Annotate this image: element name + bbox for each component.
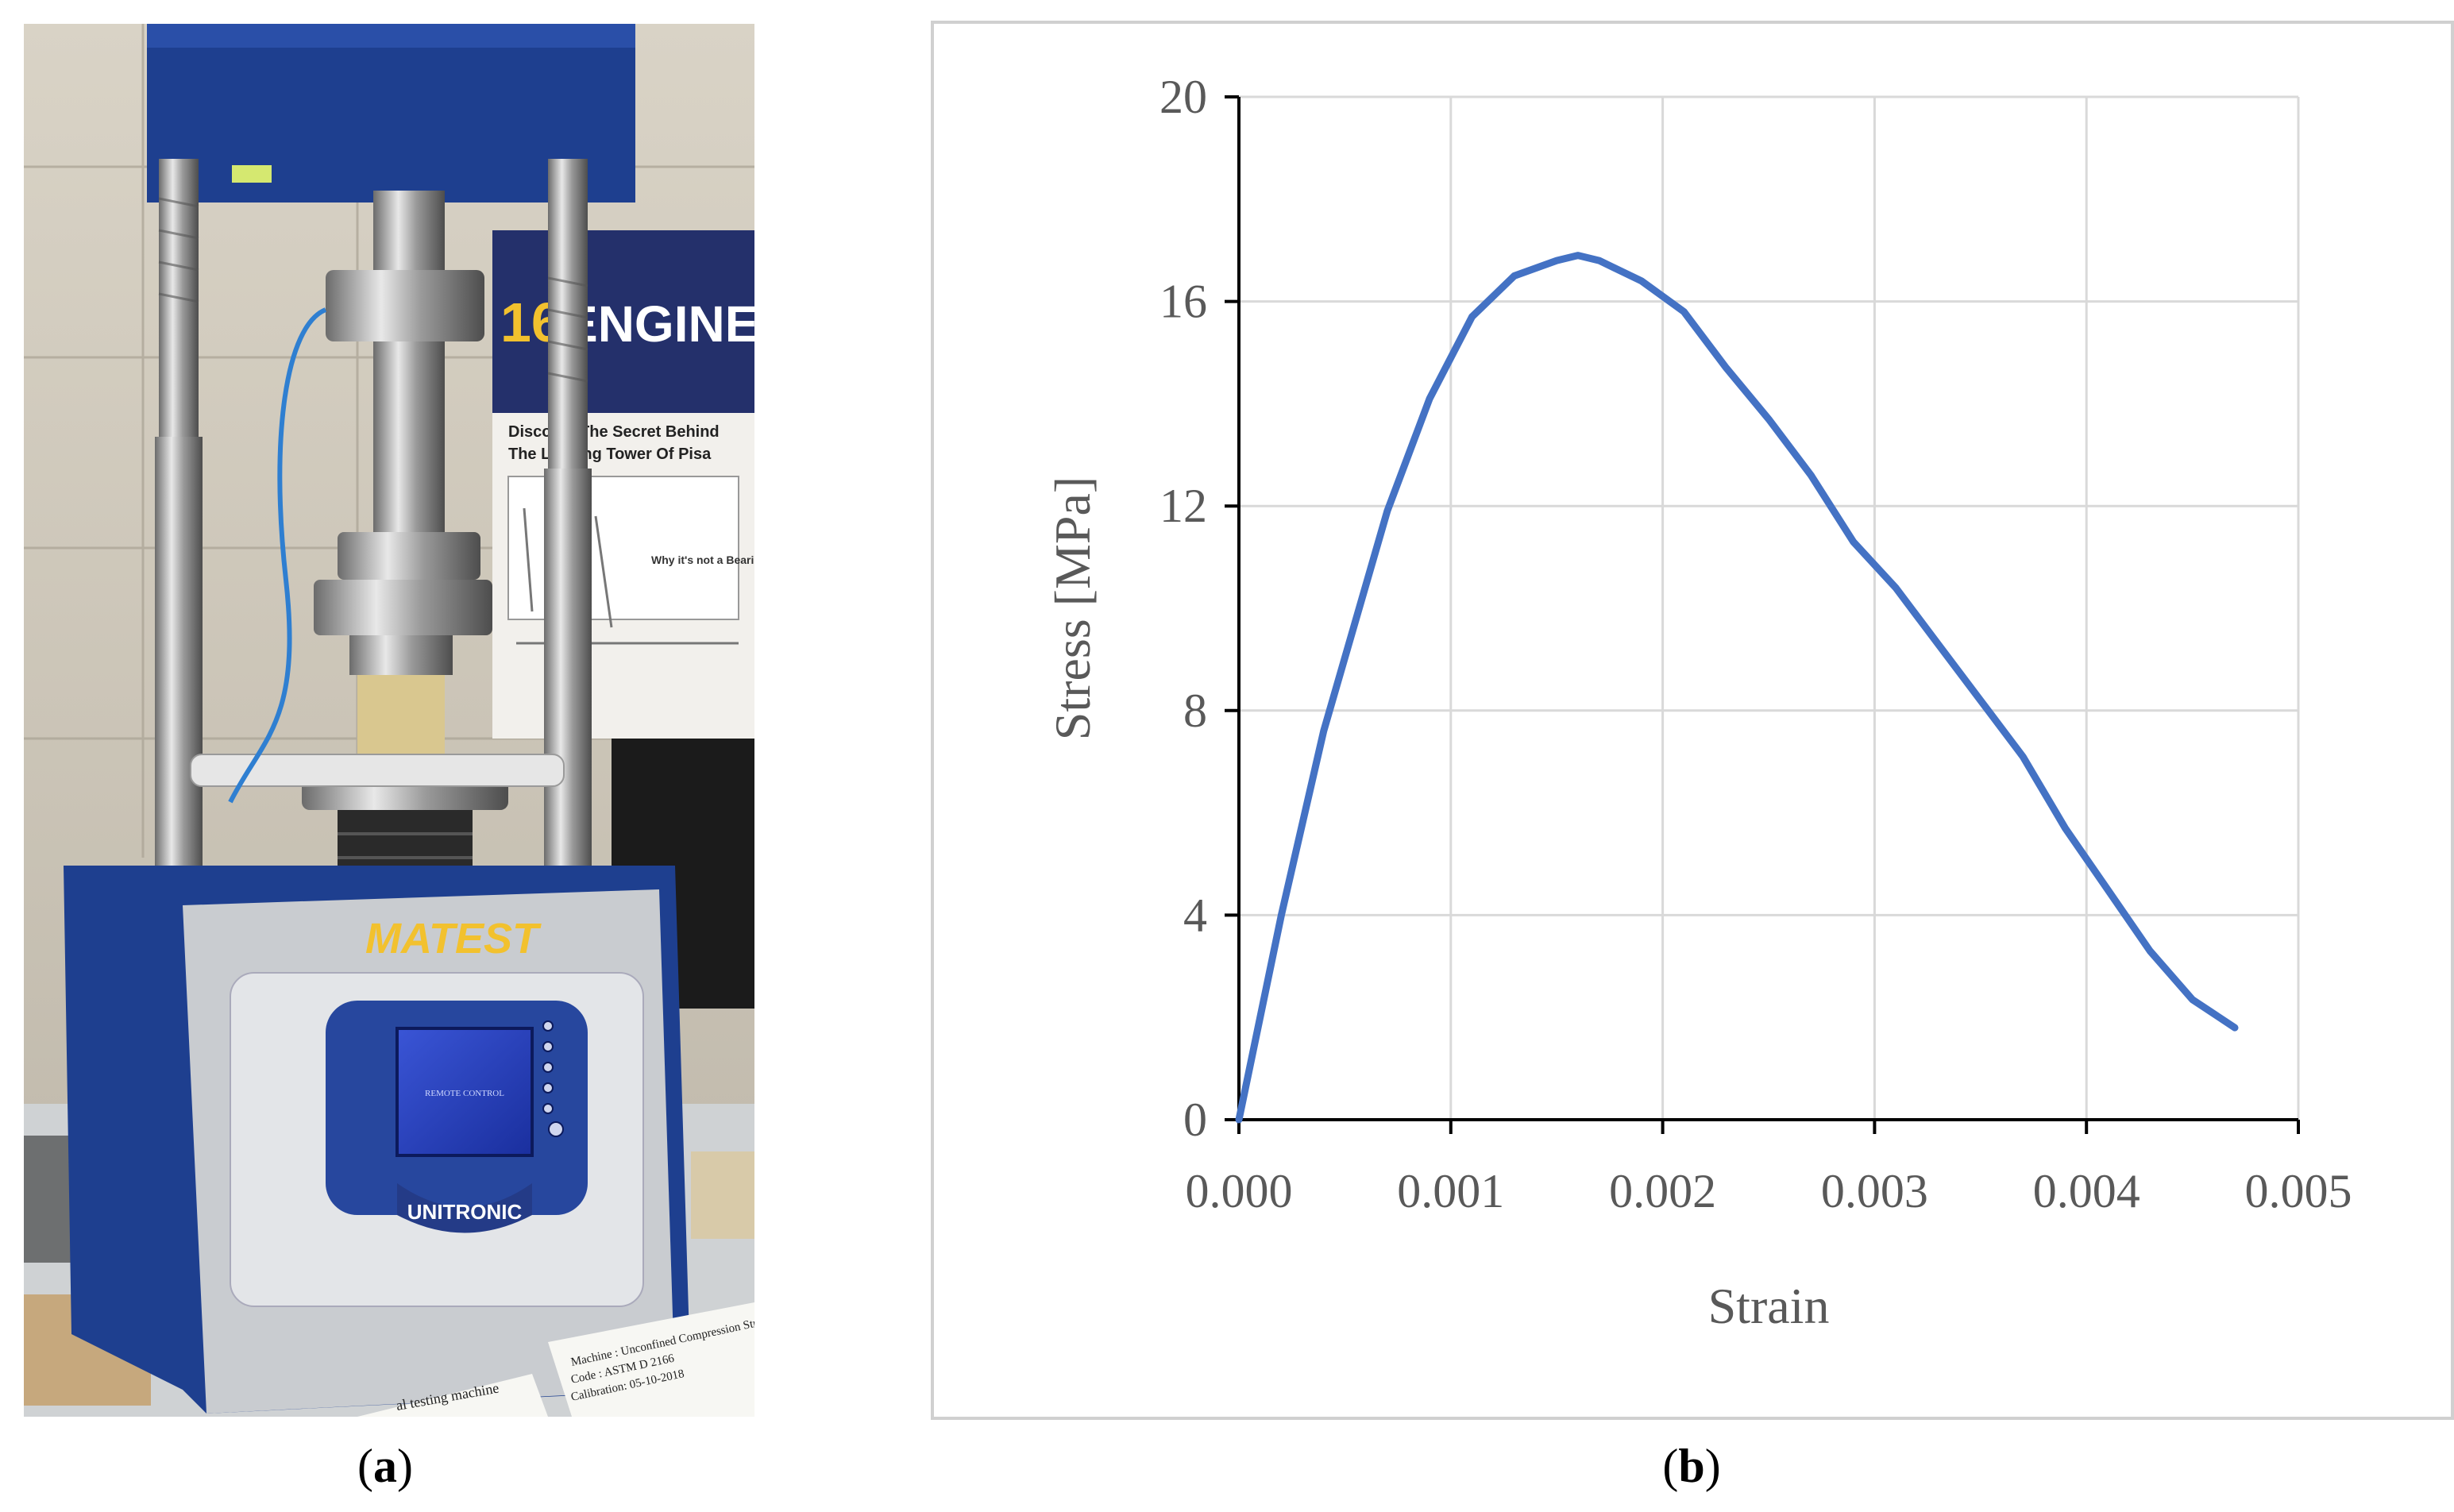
x-tick-label: 0.000 <box>1186 1165 1293 1217</box>
poster-title-line-2: The Leaning Tower Of Pisa <box>508 446 712 463</box>
x-tick-label: 0.003 <box>1821 1165 1928 1217</box>
chart-tick-labels: 0 4 8 12 16 20 0.000 0.001 0.002 0.003 0.004 0.005 <box>1159 71 2352 1217</box>
x-tick-label: 0.001 <box>1397 1165 1504 1217</box>
y-tick-label: 4 <box>1183 889 1207 941</box>
y-tick-label: 16 <box>1159 276 1207 328</box>
screen-text: REMOTE CONTROL <box>425 1089 504 1098</box>
machine-base: MATEST REMOTE CONTROL UNITRONIC <box>64 866 691 1414</box>
y-tick-label: 20 <box>1159 71 1207 123</box>
chart-grid <box>1239 95 2300 1120</box>
y-tick-label: 12 <box>1159 480 1207 532</box>
calibration-card: Machine : Unconfined Compression Strengt… <box>548 1302 754 1417</box>
x-axis-title: Strain <box>1708 1278 1830 1334</box>
soil-specimen <box>357 675 445 754</box>
chart-frame <box>931 21 2454 1420</box>
panel-label-b: (b) <box>1662 1440 1721 1492</box>
y-tick-label: 0 <box>1183 1094 1207 1146</box>
x-tick-label: 0.002 <box>1609 1165 1716 1217</box>
poster-title-line-1: Discover The Secret Behind <box>508 423 720 441</box>
x-tick-label: 0.004 <box>2033 1165 2140 1217</box>
x-tick-label: 0.005 <box>2245 1165 2352 1217</box>
chart-series <box>1235 252 2239 1124</box>
brand-label: MATEST <box>365 915 542 962</box>
control-screen <box>395 1027 534 1157</box>
model-label: UNITRONIC <box>407 1200 523 1224</box>
wall-poster: 16 ENGINEE Discover The Secret Behind Th… <box>492 230 754 739</box>
panel-label-a: (a) <box>357 1440 413 1492</box>
chart-axes <box>1225 95 2300 1134</box>
photo-illustration: 16 ENGINEE Discover The Secret Behind Th… <box>24 24 754 1417</box>
poster-heading: ENGINEE <box>564 295 754 353</box>
stress-strain-chart: 0 4 8 12 16 20 0.000 0.001 0.002 0.003 0.004 0.005 … <box>931 21 2454 1420</box>
photo-compression-machine: 16 ENGINEE Discover The Secret Behind Th… <box>24 24 754 1417</box>
poster-box-text: Why it's not a Bearing Capacity Failure … <box>651 554 754 566</box>
y-axis-title: Stress [MPa] <box>1044 476 1101 740</box>
series-line <box>1235 252 2239 1124</box>
y-tick-label: 8 <box>1183 685 1207 737</box>
